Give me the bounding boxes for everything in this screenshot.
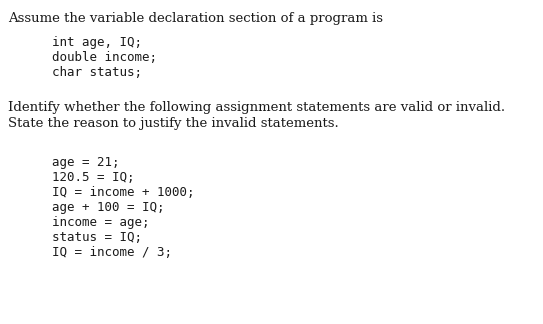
Text: IQ = income / 3;: IQ = income / 3;	[52, 246, 172, 259]
Text: Identify whether the following assignment statements are valid or invalid.: Identify whether the following assignmen…	[8, 101, 505, 114]
Text: State the reason to justify the invalid statements.: State the reason to justify the invalid …	[8, 117, 339, 130]
Text: IQ = income + 1000;: IQ = income + 1000;	[52, 186, 194, 199]
Text: age = 21;: age = 21;	[52, 156, 119, 169]
Text: double income;: double income;	[52, 51, 157, 64]
Text: char status;: char status;	[52, 66, 142, 79]
Text: 120.5 = IQ;: 120.5 = IQ;	[52, 171, 135, 184]
Text: age + 100 = IQ;: age + 100 = IQ;	[52, 201, 165, 214]
Text: int age, IQ;: int age, IQ;	[52, 36, 142, 49]
Text: income = age;: income = age;	[52, 216, 149, 229]
Text: Assume the variable declaration section of a program is: Assume the variable declaration section …	[8, 12, 383, 25]
Text: status = IQ;: status = IQ;	[52, 231, 142, 244]
